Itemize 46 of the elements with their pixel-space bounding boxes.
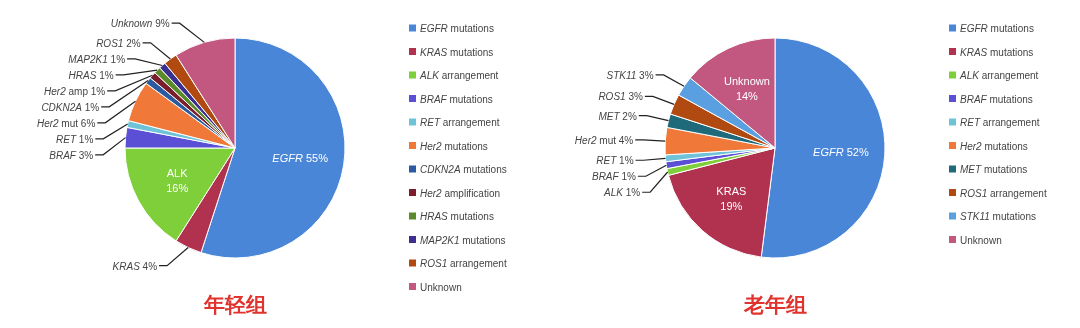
legend-label: RET arrangement (960, 117, 1040, 128)
legend-label: MAP2K1 mutations (420, 234, 506, 246)
data-label: ROS1 3% (598, 91, 643, 103)
legend-label: Her2 mutations (960, 140, 1028, 152)
data-label: Unknown 9% (110, 18, 170, 30)
legend-label: MET mutations (960, 164, 1028, 175)
data-label: MAP2K1 1% (68, 53, 126, 65)
legend-label: EGFR mutations (960, 23, 1034, 34)
data-label: EGFR 52% (813, 146, 869, 159)
legend-label: ROS1 arrangement (960, 187, 1047, 199)
data-label: Her2 mut 6% (36, 117, 96, 129)
legend-label: ROS1 arrangement (420, 258, 507, 269)
legend-label: KRAS mutations (960, 46, 1034, 58)
data-label: RET 1% (596, 155, 634, 167)
legend-label: Unknown (420, 281, 462, 293)
text: 老年组 (742, 293, 807, 316)
legend-label: ALK arrangement (959, 70, 1039, 81)
legend-label: STK11 mutations (960, 211, 1036, 222)
data-label: BRAF 1% (591, 171, 636, 183)
legend-label: HRAS mutations (420, 211, 494, 222)
legend-label: Unknown (960, 234, 1002, 246)
data-label: ROS1 2% (96, 37, 141, 49)
data-label: ALK 16% (166, 166, 189, 194)
data-label: Her2 amp 1% (44, 85, 106, 97)
legend-label: Her2 amplification (420, 187, 501, 199)
legend-label: BRAF mutations (960, 93, 1033, 105)
legend-label: KRAS mutations (420, 46, 494, 58)
data-label: Unknown 14% (723, 75, 770, 103)
data-label: MET 2% (598, 110, 637, 122)
data-label: Her2 mut 4% (574, 134, 634, 146)
legend-label: ALK arrangement (419, 70, 499, 81)
data-label: STK11 3% (606, 69, 654, 81)
legend-label: CDKN2A mutations (420, 164, 507, 175)
legend-label: RET arrangement (420, 117, 500, 128)
data-label: ALK 1% (603, 187, 641, 199)
legend-label: BRAF mutations (420, 93, 493, 105)
data-label: HRAS 1% (68, 69, 114, 81)
data-label: RET 1% (56, 133, 94, 145)
legend-label: Her2 mutations (420, 140, 488, 152)
data-label: BRAF 3% (49, 149, 94, 161)
data-label: KRAS 4% (112, 260, 158, 272)
data-label: KRAS 19% (716, 184, 747, 212)
data-label: EGFR 55% (272, 152, 329, 165)
legend-label: EGFR mutations (420, 23, 494, 34)
text: 年轻组 (202, 293, 267, 316)
data-label: CDKN2A 1% (41, 101, 100, 113)
